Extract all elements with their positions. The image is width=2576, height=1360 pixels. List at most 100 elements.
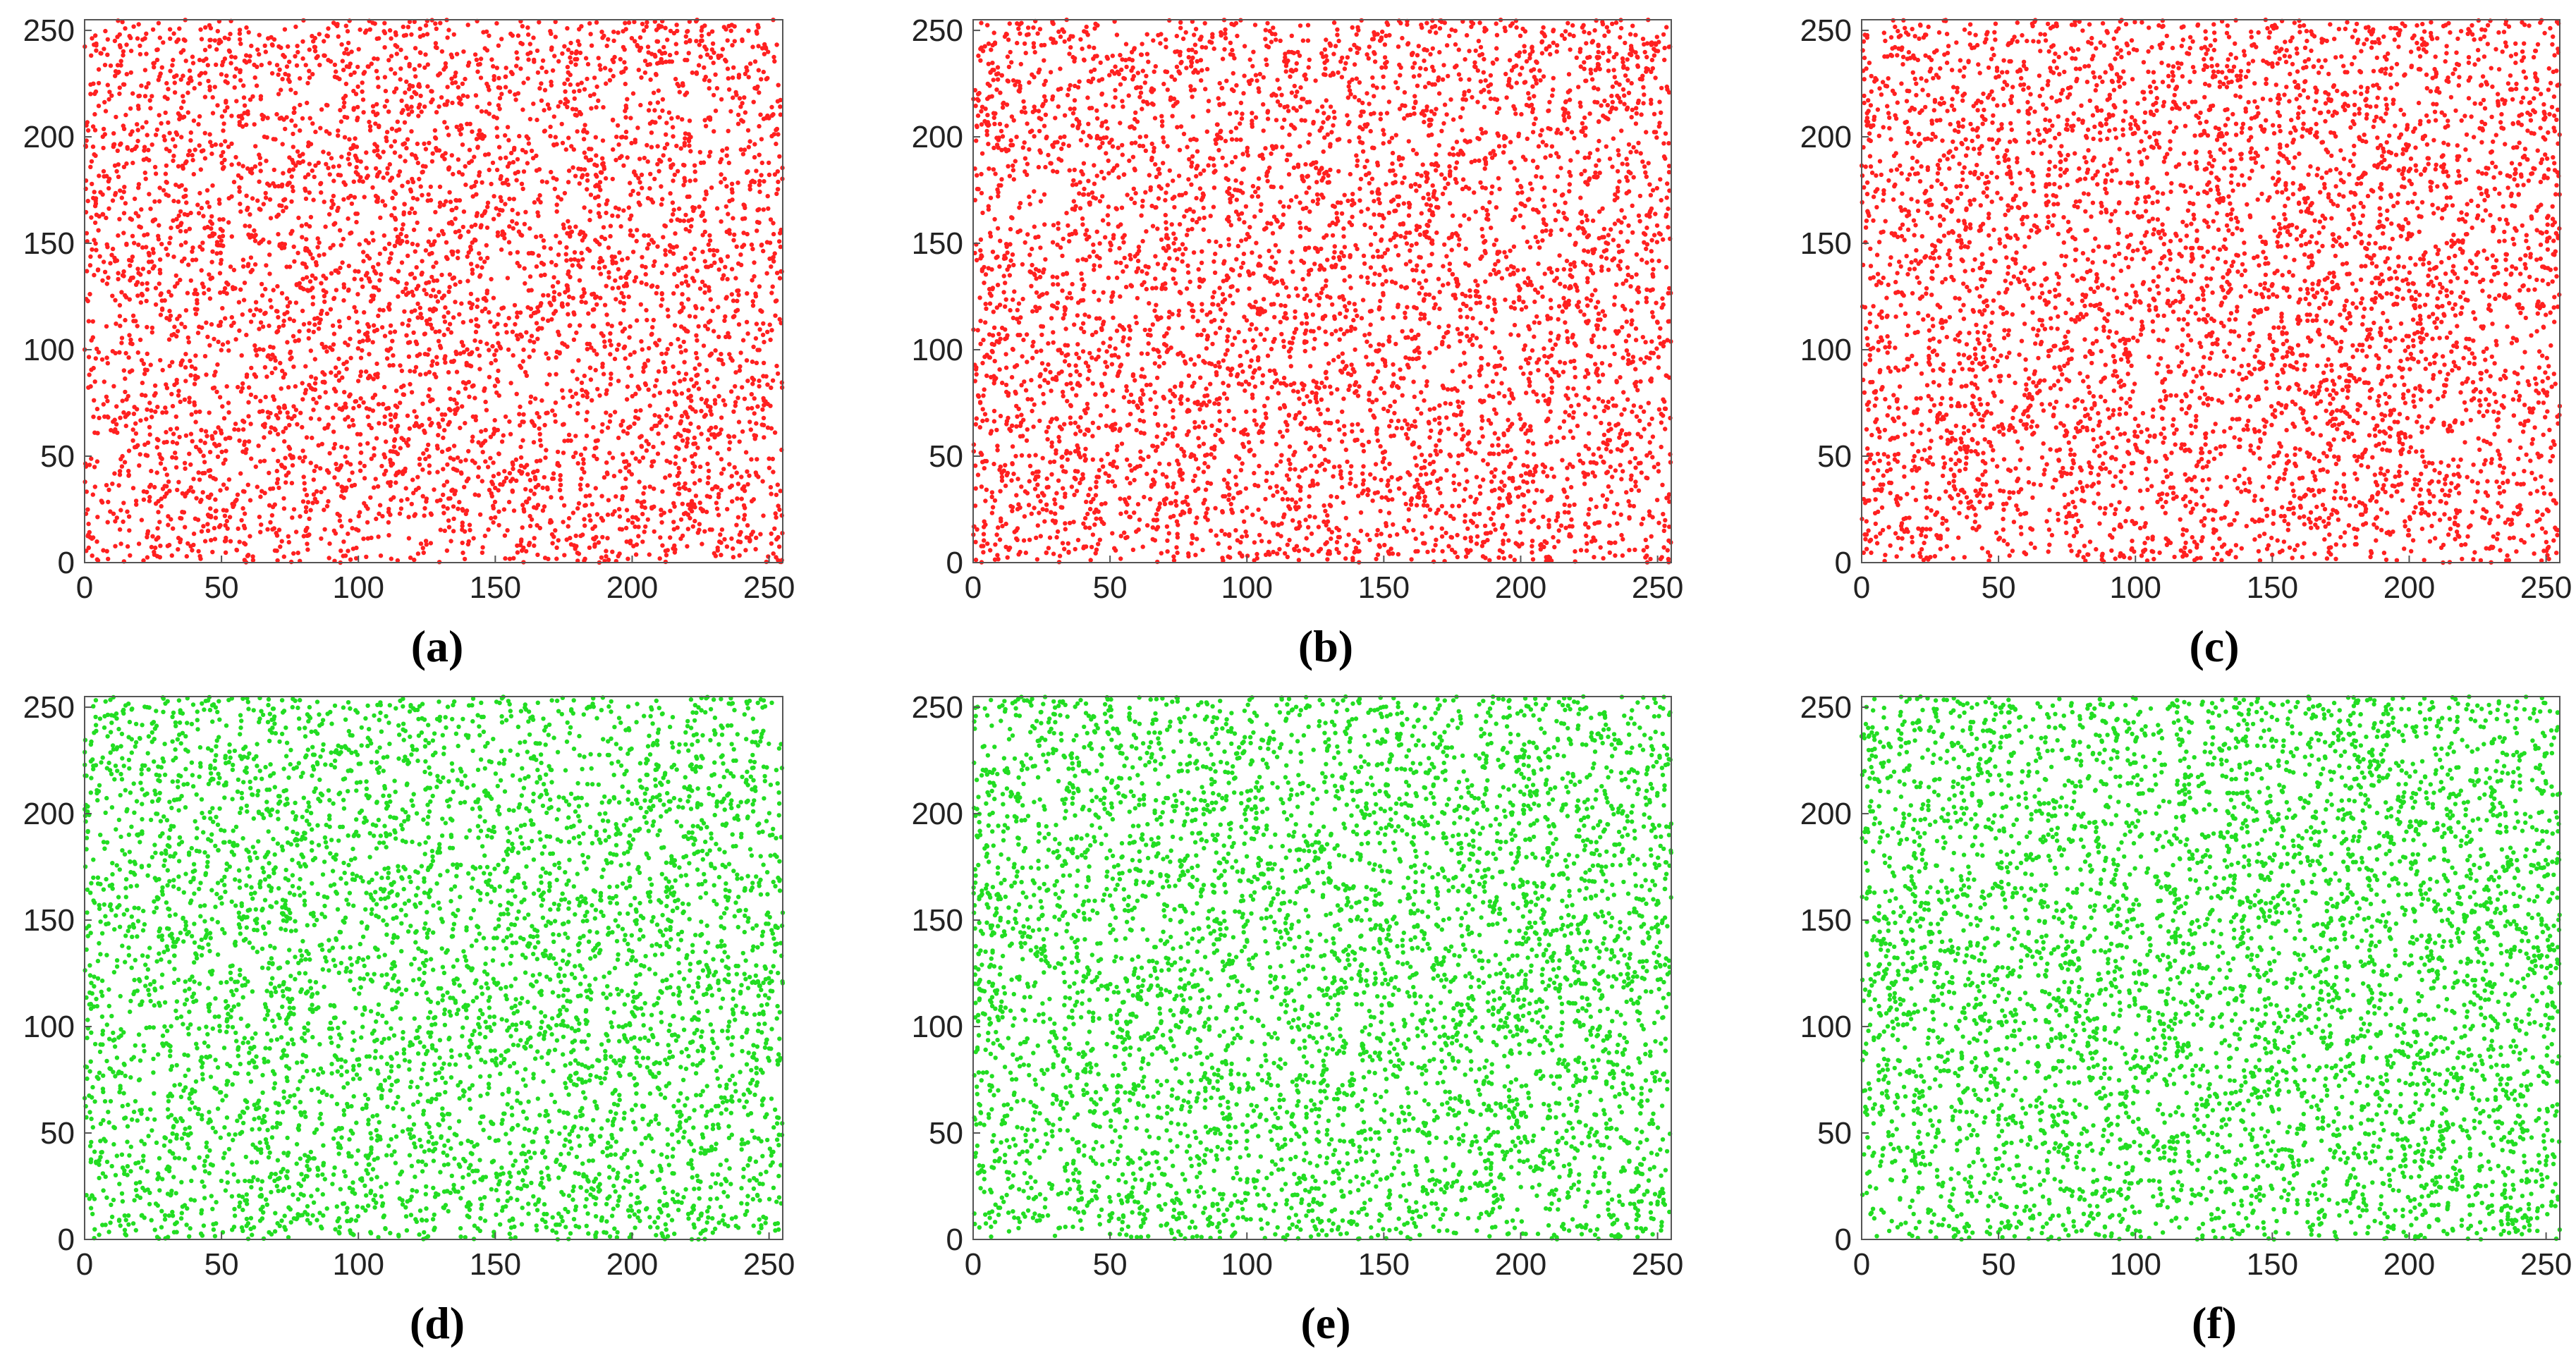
scatter-point [753,294,759,299]
scatter-point [248,422,253,427]
scatter-point [742,513,747,517]
scatter-point [712,260,717,265]
scatter-point [427,252,432,257]
scatter-point [721,398,726,403]
scatter-point [501,305,506,310]
scatter-point [100,192,105,197]
scatter-point [597,180,603,185]
scatter-point [451,504,456,509]
scatter-point [669,116,674,121]
scatter-point [360,97,366,102]
scatter-point [265,527,270,532]
scatter-point [246,414,251,419]
scatter-point [511,466,515,472]
scatter-point [713,424,719,430]
scatter-point [671,162,676,167]
scatter-point [686,218,691,223]
scatter-point [276,485,281,491]
scatter-point [306,172,311,177]
scatter-point [287,59,292,64]
scatter-point [244,122,249,128]
scatter-point [462,484,467,489]
scatter-point [87,263,93,268]
scatter-point [393,227,398,232]
scatter-point [754,535,759,540]
scatter-point [772,251,777,256]
scatter-point [695,530,700,535]
scatter-point [125,145,130,150]
scatter-point [578,486,583,492]
scatter-point [291,364,296,369]
scatter-point [420,546,425,551]
scatter-point [248,97,253,102]
scatter-point [778,489,783,494]
scatter-point [725,66,731,71]
scatter-point [514,478,519,483]
scatter-point [398,363,403,368]
scatter-point [259,63,264,68]
scatter-point [339,42,344,47]
scatter-point [727,462,732,467]
scatter-point [224,486,229,491]
scatter-point [195,331,201,336]
scatter-point [719,487,724,493]
scatter-point [123,350,128,356]
scatter-point [597,266,602,271]
scatter-point [398,154,403,159]
scatter-point [659,520,664,525]
scatter-point [304,222,309,227]
scatter-point [162,466,168,472]
scatter-point [619,290,624,296]
scatter-point [287,317,293,321]
scatter-point [96,67,102,72]
scatter-point [166,120,171,125]
scatter-point [671,381,677,386]
scatter-point [133,211,138,216]
scatter-point [164,192,169,197]
scatter-point [271,288,276,293]
scatter-point [130,233,135,238]
scatter-point [105,361,110,366]
scatter-point [513,457,519,462]
scatter-point [707,353,712,358]
scatter-point [697,522,702,527]
scatter-point [480,180,484,185]
scatter-point [456,506,460,511]
scatter-point [549,532,555,537]
scatter-point [505,125,511,130]
scatter-point [157,555,162,560]
scatter-point [528,314,534,319]
scatter-point [312,49,318,54]
scatter-point [527,338,532,343]
scatter-point [676,370,681,376]
scatter-point [283,205,288,210]
scatter-point [183,379,188,384]
scatter-point [228,61,233,66]
scatter-point [403,466,408,472]
scatter-point [102,99,107,105]
scatter-point [159,65,164,70]
scatter-point [477,170,482,175]
scatter-point [183,161,188,166]
scatter-point [286,44,291,49]
scatter-point [716,491,721,496]
scatter-point [716,357,721,362]
scatter-point [419,315,425,320]
scatter-point [243,223,248,228]
scatter-point [346,343,350,348]
scatter-point [680,292,685,297]
scatter-point [349,49,354,54]
scatter-point [444,102,449,107]
scatter-point [527,477,533,483]
scatter-point [214,389,219,394]
scatter-point [565,64,570,70]
scatter-point [519,233,525,238]
scatter-point [84,231,90,235]
scatter-point [496,43,501,48]
scatter-point [118,44,123,50]
scatter-point [246,385,252,390]
scatter-point [276,405,281,410]
scatter-point [238,202,243,207]
scatter-point [111,419,116,424]
scatter-point [625,431,630,436]
